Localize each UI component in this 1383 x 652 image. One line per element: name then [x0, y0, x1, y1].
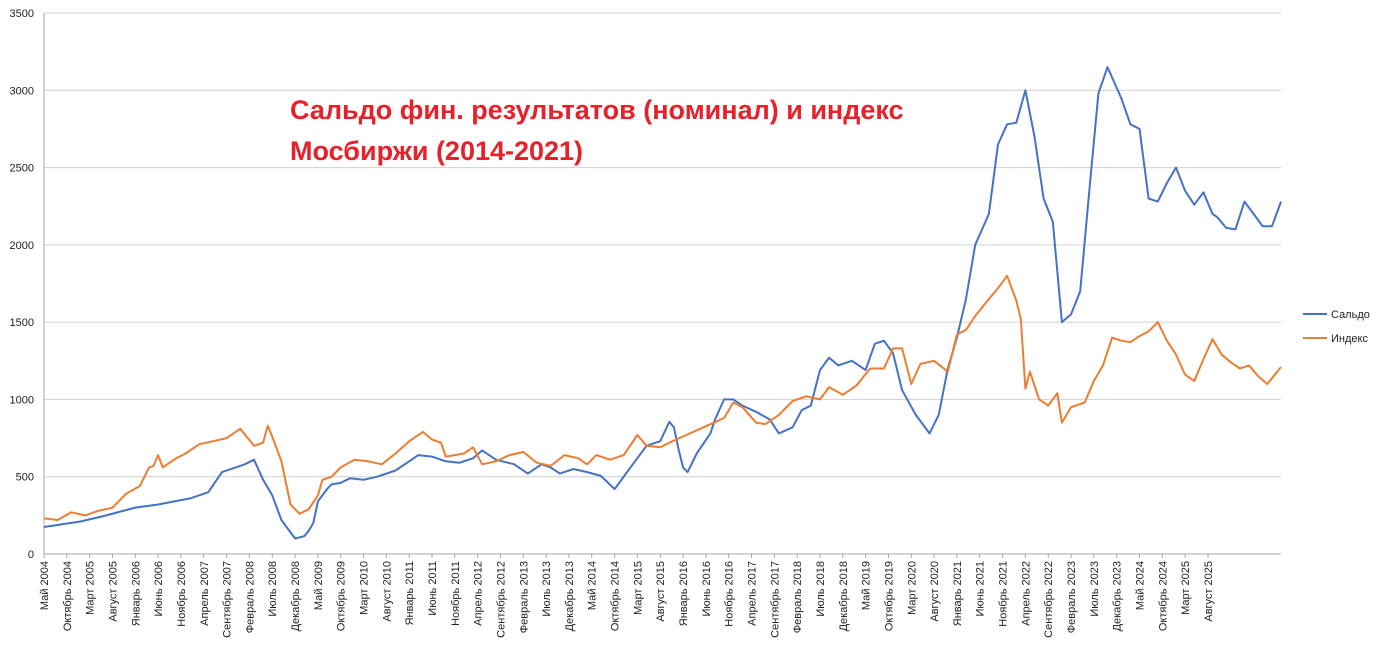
x-tick-label: Декабрь 2023: [1112, 561, 1124, 631]
x-tick-label: Март 2010: [359, 561, 371, 615]
title-line-2: Мосбиржи (2014-2021): [290, 136, 583, 166]
y-tick-label: 3000: [10, 85, 34, 97]
y-tick-label: 2000: [10, 240, 34, 252]
x-tick-label: Сентябрь 2022: [1043, 561, 1055, 638]
x-tick-label: Февраль 2008: [244, 561, 256, 633]
x-tick-label: Июнь 2011: [427, 561, 439, 616]
x-tick-label: Март 2020: [906, 561, 918, 615]
x-tick-label: Апрель 2022: [1020, 561, 1032, 626]
x-tick-label: Август 2005: [107, 561, 119, 622]
x-axis-ticks: Май 2004 Октябрь 2004 Март 2005 Август 2005…: [39, 554, 1215, 638]
legend-label-saldo: Сальдо: [1331, 309, 1370, 321]
x-tick-label: Март 2025: [1180, 561, 1192, 615]
series-line-saldo: [43, 66, 1282, 540]
x-tick-label: Июль 2018: [815, 561, 827, 617]
x-tick-label: Май 2014: [587, 561, 599, 610]
x-tick-label: Июнь 2016: [701, 561, 713, 617]
x-tick-label: Январь 2016: [678, 561, 690, 626]
x-tick-label: Ноябрь 2021: [998, 561, 1010, 627]
x-tick-label: Октябрь 2019: [883, 561, 895, 631]
x-tick-label: Январь 2006: [130, 561, 142, 626]
y-tick-label: 1000: [10, 394, 34, 406]
title-line-1: Сальдо фин. результатов (номинал) и инде…: [290, 95, 904, 125]
x-tick-label: Май 2024: [1134, 561, 1146, 610]
x-tick-label: Сентябрь 2012: [495, 561, 507, 638]
x-tick-label: Май 2004: [39, 561, 51, 610]
x-tick-label: Май 2009: [313, 561, 325, 610]
x-tick-label: Май 2019: [861, 561, 873, 610]
x-tick-label: Апрель 2017: [747, 561, 759, 626]
x-tick-label: Октябрь 2009: [336, 561, 348, 631]
grid-lines: [44, 12, 1281, 478]
x-tick-label: Август 2020: [929, 561, 941, 622]
series-lines: [43, 66, 1282, 540]
y-tick-label: 3500: [10, 8, 34, 20]
x-tick-label: Июль 2023: [1089, 561, 1101, 617]
legend-label-index: Индекс: [1331, 333, 1368, 345]
x-tick-label: Август 2015: [655, 561, 667, 622]
x-tick-label: Сентябрь 2017: [769, 561, 781, 638]
x-tick-label: Февраль 2023: [1066, 561, 1078, 633]
y-tick-label: 2500: [10, 163, 34, 175]
axes: [43, 13, 1281, 555]
y-axis-ticks: 0 500 1000 1500 2000 2500 3000 3500: [10, 8, 34, 561]
legend: Сальдо Индекс: [1303, 309, 1370, 345]
x-tick-label: Январь 2011: [404, 561, 416, 625]
x-tick-label: Ноябрь 2011: [450, 561, 462, 626]
y-tick-label: 500: [16, 472, 34, 484]
x-tick-label: Сентябрь 2007: [222, 561, 234, 638]
x-tick-label: Июнь 2006: [153, 561, 165, 617]
x-tick-label: Апрель 2007: [199, 561, 211, 626]
x-tick-label: Март 2005: [85, 561, 97, 615]
x-tick-label: Ноябрь 2016: [724, 561, 736, 627]
x-tick-label: Декабрь 2008: [290, 561, 302, 631]
x-tick-label: Декабрь 2013: [564, 561, 576, 631]
x-tick-label: Октябрь 2004: [62, 561, 74, 631]
x-tick-label: Февраль 2018: [792, 561, 804, 633]
series-line-index: [43, 274, 1282, 521]
x-tick-label: Октябрь 2024: [1157, 561, 1169, 631]
x-tick-label: Октябрь 2014: [610, 561, 622, 631]
x-tick-label: Февраль 2013: [518, 561, 530, 633]
x-tick-label: Март 2015: [632, 561, 644, 615]
x-tick-label: Июль 2013: [541, 561, 553, 617]
x-tick-label: Июль 2008: [267, 561, 279, 617]
x-tick-label: Апрель 2012: [473, 561, 485, 626]
x-tick-label: Ноябрь 2006: [176, 561, 188, 627]
x-tick-label: Август 2025: [1203, 561, 1215, 622]
x-tick-label: Декабрь 2018: [838, 561, 850, 631]
chart-title: Сальдо фин. результатов (номинал) и инде…: [290, 95, 904, 166]
y-tick-label: 0: [28, 549, 34, 561]
y-tick-label: 1500: [10, 317, 34, 329]
x-tick-label: Январь 2021: [952, 561, 964, 626]
x-tick-label: Август 2010: [381, 561, 393, 622]
x-tick-label: Июнь 2021: [975, 561, 987, 617]
